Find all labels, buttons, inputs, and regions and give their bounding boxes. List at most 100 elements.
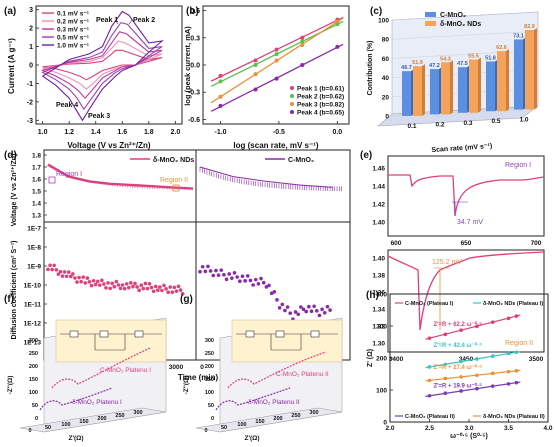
data-point [300, 39, 305, 44]
panel-h-ylabel: Z' (Ω) [367, 349, 374, 367]
legend-label: Peak 3 (b=0.82) [297, 102, 344, 109]
diffusion-point [253, 277, 258, 282]
y-tick-label: 100 [29, 390, 38, 396]
data-point [490, 354, 495, 358]
y-tick-label: 1.8 [32, 153, 41, 160]
data-point [300, 63, 305, 67]
diffusion-point [227, 272, 231, 276]
y-tick-label: 60 [382, 56, 390, 63]
panel-f-ylabel: -Z''(Ω) [7, 376, 14, 395]
legend-label: Peak 4 (b=0.65) [297, 110, 344, 117]
diffusion-point [256, 282, 261, 286]
panel-c-label: (c) [370, 6, 382, 17]
data-point [514, 380, 519, 385]
diffusion-point [206, 264, 210, 269]
y-tick-label: 100 [205, 390, 214, 396]
region-1-label: Region I [56, 171, 82, 178]
y-tick-label: 40 [382, 75, 390, 82]
y-tick-label: 0.0 [190, 63, 200, 70]
x-tick-label: 2.0 [385, 425, 394, 432]
data-point [459, 359, 463, 364]
x-tick-label: 250 [115, 413, 124, 419]
y-tick-label: -0.6 [188, 117, 200, 124]
diffusion-point [143, 281, 148, 286]
diffusion-point [211, 273, 216, 278]
bar-value-label: 54.3 [440, 56, 451, 62]
y-tick-label: 250 [29, 351, 38, 357]
curve-label-delta: δ-MnO₂ Platenu II [248, 399, 300, 406]
data-point [253, 63, 258, 67]
legend-marker [290, 102, 294, 106]
category-label: 0.2 [435, 121, 444, 128]
panel-d-frame [43, 149, 351, 361]
data-point [490, 371, 495, 376]
panel-b-xlabel: log (scan rate, mV s⁻¹) [233, 141, 318, 150]
diffusion-point [224, 277, 229, 282]
diffusion-point [85, 276, 90, 280]
legend-label: δ-MnO₂ NDs (Plateau II) [483, 414, 545, 420]
x-tick-label: 1.0 [38, 129, 48, 136]
panel-h-label: (h) [366, 290, 379, 301]
legend-marker [290, 110, 294, 114]
legend-label-c-mno2: C-MnO₂ [440, 12, 466, 19]
data-point [274, 52, 279, 57]
grid-line [391, 31, 539, 40]
circuit-diagram [236, 330, 338, 351]
diffusion-point [71, 272, 75, 276]
y-tick-label: 1.6 [32, 177, 41, 184]
x-tick-label: 1.6 [117, 129, 127, 136]
diffusion-point [116, 283, 121, 287]
region-2-label: Region II [505, 340, 533, 347]
x-tick-label: 600 [391, 240, 402, 247]
diffusion-point [81, 275, 86, 279]
data-point [300, 43, 305, 48]
diffusion-point [151, 289, 156, 294]
bar [402, 71, 411, 116]
legend-swatch-c-mno2 [425, 12, 436, 17]
data-point [506, 351, 511, 356]
y-tick-label: 250 [205, 351, 214, 357]
legend-label: 0.1 mV s⁻¹ [57, 11, 89, 18]
x-tick-label: 2.5 [425, 425, 434, 432]
data-point [475, 373, 479, 378]
diffusion-point [50, 267, 54, 272]
grid-line [391, 50, 539, 59]
diffusion-point [166, 290, 170, 295]
y-tick-label: 0 [35, 416, 38, 422]
circuit-diagram [60, 330, 162, 351]
diffusion-point [280, 302, 285, 307]
bar-value-label: 51.8 [485, 55, 496, 61]
panel-h: (h) Z' (Ω) ω⁻⁰·⁵ (S⁰·⁵) 2.0 2.5 3.0 3.5 4.0 0… [366, 290, 553, 440]
fit-line [425, 350, 521, 369]
diffusion-point [54, 268, 59, 272]
y-tick-label: 1.42 [372, 202, 385, 209]
y-tick-label: 1.40 [372, 256, 385, 263]
diffusion-point [141, 286, 146, 291]
diffusion-point [172, 285, 177, 290]
diffusion-point [322, 310, 327, 315]
panel-g-floor [195, 407, 343, 433]
y-tick-label: 100 [378, 18, 389, 25]
data-point [475, 386, 479, 391]
x-tick-label: 200 [273, 416, 282, 422]
y-tick-label: 50 [208, 403, 214, 409]
curve-label-delta: δ-MnO₂ Platenu I [72, 399, 122, 406]
x-tick-label: -0.5 [273, 129, 285, 136]
y-tick-label: 0 [385, 114, 389, 121]
bar-side [534, 28, 537, 110]
bar [486, 61, 495, 112]
x-tick-label: 150 [255, 419, 264, 425]
peak-3-label: Peak 3 [88, 113, 110, 120]
diffusion-point [60, 274, 65, 278]
diffusion-point [131, 284, 135, 289]
category-label: 0.1 [407, 123, 416, 130]
bar-value-label: 55.5 [468, 54, 479, 60]
voltage-curve-zoom [388, 174, 545, 217]
diffusion-point [304, 309, 308, 314]
data-point [475, 357, 479, 361]
x-tick-label: 300 [133, 410, 142, 416]
diffusion-point [155, 288, 160, 292]
data-point [218, 94, 223, 99]
bar [469, 59, 478, 113]
